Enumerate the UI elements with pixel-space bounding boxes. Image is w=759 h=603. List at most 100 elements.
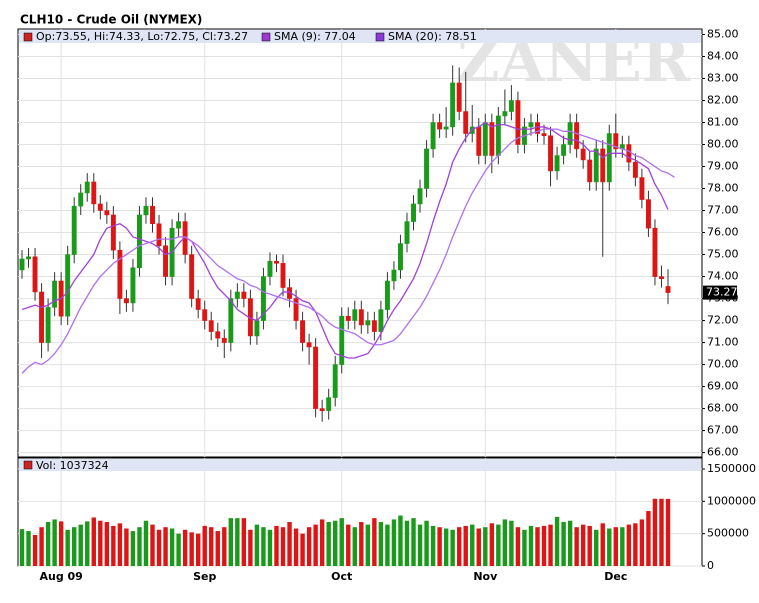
volume-bar — [476, 528, 481, 566]
candle-body — [319, 408, 325, 412]
candle-body — [508, 100, 514, 112]
volume-bar — [19, 529, 25, 566]
candle-body — [456, 82, 462, 112]
volume-bar — [72, 527, 77, 566]
candle-body — [378, 309, 384, 332]
y-tick-label: 79.00 — [707, 160, 739, 173]
volume-bar — [313, 524, 318, 566]
x-tick-label: Dec — [604, 570, 627, 583]
volume-bar — [365, 524, 371, 566]
candle-body — [404, 221, 410, 244]
legend-swatch — [375, 32, 385, 42]
y-tick-label: 75.00 — [707, 248, 739, 261]
candle-body — [613, 133, 619, 150]
y-tick-label: 78.00 — [707, 182, 739, 195]
candle-body — [561, 144, 567, 156]
volume-bar — [58, 521, 64, 566]
volume-bar — [620, 527, 625, 566]
candle-body — [398, 243, 403, 271]
y-tick-label: 71.00 — [707, 336, 739, 349]
candle-body — [267, 260, 273, 277]
x-tick-label: Sep — [193, 570, 216, 583]
volume-bar — [404, 520, 410, 566]
volume-bar — [398, 515, 403, 566]
candle-body — [541, 133, 547, 136]
volume-bar — [111, 525, 116, 566]
y-tick-label: 0 — [707, 559, 714, 572]
volume-bar — [450, 529, 455, 566]
volume-bar — [646, 511, 651, 566]
volume-bar — [496, 524, 501, 566]
candle-body — [234, 291, 240, 299]
volume-bar — [32, 534, 38, 566]
candle-body — [639, 177, 645, 200]
y-tick-label: 1000000 — [707, 494, 756, 507]
y-tick-label: 80.00 — [707, 138, 739, 151]
candle-body — [104, 210, 110, 216]
candle-body — [358, 309, 364, 326]
legend-volume: Vol: 1037324 — [36, 459, 109, 472]
candle-body — [574, 122, 580, 150]
candle-body — [443, 126, 449, 130]
volume-bar — [202, 525, 207, 566]
y-tick-label: 77.00 — [707, 204, 739, 217]
candle-body — [39, 291, 45, 343]
candle-body — [32, 256, 38, 293]
candle-body — [365, 320, 371, 326]
volume-bar — [319, 519, 325, 566]
volume-bar — [607, 528, 612, 566]
volume-bar — [254, 524, 260, 566]
candle-body — [26, 256, 31, 260]
volume-bar — [594, 529, 599, 566]
volume-bar — [124, 528, 129, 566]
volume-bar — [39, 527, 44, 566]
legend-strip — [19, 30, 701, 43]
candle-body — [241, 291, 247, 299]
x-tick-label: Nov — [473, 570, 498, 583]
candle-body — [123, 298, 129, 304]
volume-bar — [665, 498, 671, 566]
volume-bar — [580, 524, 586, 566]
candle-body — [391, 269, 397, 282]
candle-body — [313, 346, 319, 409]
candle-body — [411, 203, 416, 222]
volume-bar — [130, 531, 136, 566]
candle-body — [300, 320, 306, 343]
sma-line — [21, 121, 669, 359]
volume-bar — [267, 529, 273, 566]
candle-body — [665, 286, 671, 293]
volume-bar — [437, 527, 442, 566]
candle-body — [515, 100, 521, 145]
y-tick-label: 70.00 — [707, 358, 739, 371]
volume-bar — [574, 527, 579, 566]
candle-body — [326, 397, 332, 412]
volume-bar — [300, 533, 305, 566]
candle-body — [580, 148, 586, 161]
volume-bar — [287, 522, 292, 566]
candle-body — [371, 320, 377, 332]
candle-body — [208, 320, 214, 332]
volume-bar — [509, 520, 514, 566]
volume-bar — [391, 519, 397, 566]
candle-body — [150, 205, 155, 224]
candle-body — [45, 307, 51, 343]
volume-bar — [385, 524, 390, 566]
volume-bar — [613, 527, 618, 566]
volume-bar — [306, 527, 312, 566]
legend-strip — [19, 459, 701, 471]
candle-body — [430, 122, 436, 150]
candle-body — [495, 115, 501, 156]
y-tick-label: 81.00 — [707, 116, 739, 129]
y-tick-label: 83.00 — [707, 72, 739, 85]
candle-body — [548, 135, 553, 172]
volume-bar — [522, 529, 527, 566]
candle-body — [195, 298, 201, 310]
candle-body — [306, 342, 312, 348]
candle-body — [600, 148, 606, 183]
volume-bar — [26, 531, 31, 566]
candle-body — [476, 126, 482, 156]
candle-body — [293, 298, 299, 321]
volume-bar — [515, 527, 521, 566]
volume-bar — [600, 523, 605, 566]
